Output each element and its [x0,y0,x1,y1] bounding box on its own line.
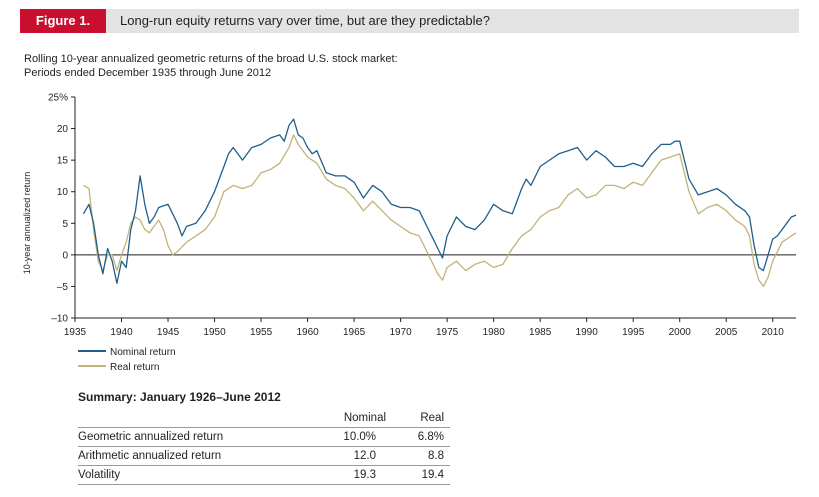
table-row: Geometric annualized return 10.0% 6.8% [78,427,450,447]
summary-panel: Summary: January 1926–June 2012 Nominal … [78,390,450,485]
table-row: Volatility 19.3 19.4 [78,465,450,485]
row-nominal: 19.3 [312,465,401,485]
row-label: Volatility [78,465,313,485]
y-tick-label: 5 [62,219,68,230]
x-tick-label: 2005 [715,327,738,338]
y-tick-label: 10 [57,187,69,198]
x-tick-label: 1995 [622,327,645,338]
row-real: 19.4 [400,465,450,485]
row-real: 6.8% [400,427,450,447]
summary-title: Summary: January 1926–June 2012 [78,390,281,404]
y-tick-label: –10 [51,314,68,325]
x-tick-label: 1950 [203,327,226,338]
table-row: Arithmetic annualized return 12.0 8.8 [78,446,450,466]
legend-label-real: Real return [110,362,159,373]
summary-table: Nominal Real Geometric annualized return… [78,410,450,485]
x-tick-label: 2000 [669,327,692,338]
summary-header-row: Nominal Real [78,410,450,428]
x-tick-label: 1945 [157,327,180,338]
row-real: 8.8 [400,446,450,466]
summary-header-nominal: Nominal [312,410,401,428]
x-tick-label: 1990 [576,327,599,338]
x-tick-label: 1985 [529,327,552,338]
x-tick-label: 1970 [389,327,412,338]
legend-label-nominal: Nominal return [110,347,176,358]
chart-subtitle-line2: Periods ended December 1935 through June… [24,67,272,79]
y-tick-label: 25% [48,93,68,104]
row-nominal: 12.0 [312,446,401,466]
x-tick-label: 1960 [296,327,319,338]
line-chart: 25% 20 15 10 5 0 –5 –10 1935 1940 1945 1950 1955 1960… [22,93,797,373]
series-line-real [83,134,797,288]
y-axis-title: 10-year annualized return [22,172,32,275]
x-tick-label: 1955 [250,327,273,338]
x-tick-label: 1935 [64,327,87,338]
row-nominal: 10.0% [312,427,401,447]
x-tick-label: 1980 [483,327,506,338]
row-label: Arithmetic annualized return [78,446,313,466]
x-tick-label: 1940 [110,327,133,338]
series-line-nominal [82,118,797,284]
x-tick-label: 1975 [436,327,459,338]
figure-title: Long-run equity returns vary over time, … [120,13,490,28]
row-label: Geometric annualized return [78,427,313,447]
legend: Nominal return Real return [78,347,176,373]
chart-subtitle-line1: Rolling 10-year annualized geometric ret… [24,53,398,65]
figure-header: Figure 1. Long-run equity returns vary o… [20,9,799,33]
figure-badge: Figure 1. [20,9,106,33]
y-tick-label: 15 [57,156,69,167]
plot-area: 25% 20 15 10 5 0 –5 –10 1935 1940 1945 1950 1955 1960… [48,93,797,338]
x-tick-label: 2010 [762,327,785,338]
y-tick-label: 0 [62,250,68,261]
y-tick-label: 20 [57,124,69,135]
summary-header-blank [78,410,313,428]
x-tick-label: 1965 [343,327,366,338]
y-tick-label: –5 [57,282,69,293]
summary-header-real: Real [400,410,450,428]
